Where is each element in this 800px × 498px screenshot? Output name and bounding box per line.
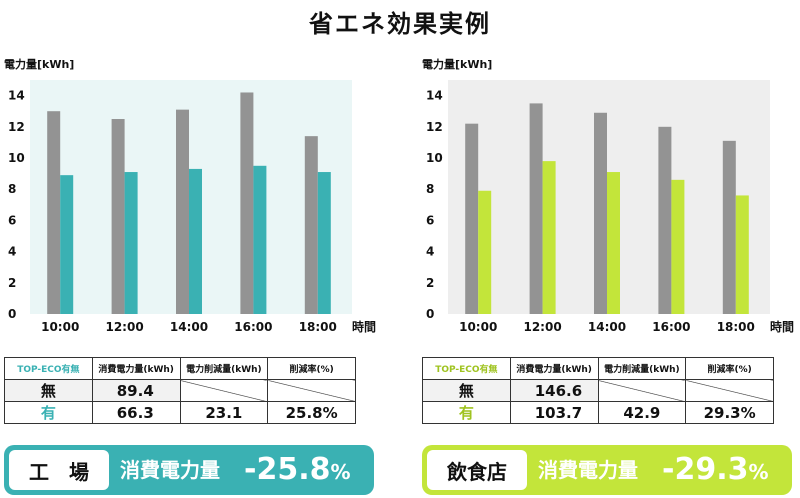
bar-without-eco (111, 119, 125, 314)
header-rate: 削減率(%) (685, 357, 774, 380)
banner-label: 消費電力量 (538, 458, 638, 482)
bar-with-eco (253, 165, 267, 314)
restaurant-comparison-table: TOP-ECO有無 消費電力量(kWh) 電力削減量(kWh) 削減率(%) 無… (422, 357, 774, 424)
restaurant-result-banner: 飲食店 消費電力量 -29.3% (422, 445, 792, 495)
rate-value: 29.3% (685, 401, 774, 424)
y-axis-label: 電力量[kWh] (422, 57, 492, 71)
bar-without-eco (176, 109, 189, 314)
bar-without-eco (594, 112, 607, 314)
bar-without-eco (304, 136, 318, 314)
empty-cell (179, 379, 269, 402)
consumption-with: 66.3 (91, 401, 181, 424)
row-label-without: 無 (4, 379, 93, 402)
banner-value-wrap: -29.3% (662, 445, 769, 495)
factory-energy-chart: 電力量[kWh] 0 2 4 6 8 10 12 14 10:00 12:00 14:00 16:00 1… (4, 57, 376, 334)
consumption-without: 146.6 (509, 379, 599, 402)
y-tick-label: 6 (8, 213, 16, 227)
bar-with-eco (607, 172, 620, 314)
banner-label: 消費電力量 (120, 458, 220, 482)
consumption-without: 89.4 (91, 379, 181, 402)
bar-with-eco (124, 172, 138, 314)
y-tick-label: 10 (426, 151, 443, 165)
bar-without-eco (465, 123, 479, 315)
reduction-value: 42.9 (597, 401, 687, 424)
x-tick-label: 12:00 (105, 320, 143, 334)
x-tick-label: 18:00 (299, 320, 337, 334)
x-axis-label: 時間 (352, 319, 376, 334)
y-tick-label: 14 (426, 89, 443, 103)
bar-with-eco (317, 172, 331, 314)
header-top-eco: TOP-ECO有無 (4, 357, 93, 380)
bar-without-eco (240, 92, 254, 314)
header-reduction: 電力削減量(kWh) (597, 357, 687, 380)
bar-with-eco (542, 161, 556, 314)
header-rate: 削減率(%) (267, 357, 356, 380)
y-tick-label: 0 (8, 307, 16, 321)
table-row-without: 無 146.6 (422, 379, 774, 402)
page-title: 省エネ効果実例 (309, 10, 491, 38)
banner-unit: % (748, 460, 769, 484)
factory-panel: 電力量[kWh] 0 2 4 6 8 10 12 14 10:00 12:00 14:00 16:00 1… (4, 0, 384, 498)
header-reduction: 電力削減量(kWh) (179, 357, 269, 380)
empty-cell (597, 379, 687, 402)
factory-comparison-table: TOP-ECO有無 消費電力量(kWh) 電力削減量(kWh) 削減率(%) 無… (4, 357, 356, 424)
y-axis-label: 電力量[kWh] (4, 57, 74, 71)
y-tick-label: 12 (426, 120, 443, 134)
bar-without-eco (47, 111, 61, 314)
x-tick-label: 14:00 (588, 320, 626, 334)
factory-result-banner: 工 場 消費電力量 -25.8% (4, 445, 374, 495)
row-label-with: 有 (4, 401, 93, 424)
consumption-with: 103.7 (509, 401, 599, 424)
rate-value: 25.8% (267, 401, 356, 424)
bar-without-eco (658, 126, 672, 314)
y-tick-label: 2 (426, 276, 434, 290)
bar-with-eco (189, 168, 202, 314)
x-tick-label: 10:00 (41, 320, 79, 334)
header-consumption: 消費電力量(kWh) (509, 357, 599, 380)
bar-without-eco (722, 140, 736, 314)
y-tick-label: 8 (8, 182, 16, 196)
bar-with-eco (478, 190, 492, 314)
banner-unit: % (330, 460, 351, 484)
bar-with-eco (671, 179, 685, 314)
y-tick-label: 4 (8, 245, 16, 259)
x-tick-label: 14:00 (170, 320, 208, 334)
restaurant-energy-chart: 電力量[kWh] 0 2 4 6 8 10 12 14 10:00 12:00 14:00 16:00 1… (422, 57, 794, 334)
header-consumption: 消費電力量(kWh) (91, 357, 181, 380)
banner-place: 工 場 (9, 450, 109, 490)
bar-with-eco (735, 195, 749, 314)
y-tick-label: 10 (8, 151, 25, 165)
y-tick-label: 2 (8, 276, 16, 290)
x-tick-label: 16:00 (652, 320, 690, 334)
banner-value: -29.3 (662, 452, 749, 487)
y-tick-label: 8 (426, 182, 434, 196)
reduction-value: 23.1 (179, 401, 269, 424)
row-label-without: 無 (422, 379, 511, 402)
restaurant-panel: 電力量[kWh] 0 2 4 6 8 10 12 14 10:00 12:00 14:00 16:00 1… (422, 0, 800, 498)
table-row-without: 無 89.4 (4, 379, 356, 402)
y-tick-label: 12 (8, 120, 25, 134)
x-tick-label: 12:00 (523, 320, 561, 334)
bar-with-eco (60, 175, 74, 314)
x-tick-label: 10:00 (459, 320, 497, 334)
bar-without-eco (529, 103, 543, 315)
y-tick-label: 6 (426, 213, 434, 227)
empty-cell (685, 379, 774, 402)
y-tick-label: 4 (426, 245, 434, 259)
header-top-eco: TOP-ECO有無 (422, 357, 511, 380)
row-label-with: 有 (422, 401, 511, 424)
y-tick-label: 0 (426, 307, 434, 321)
y-tick-label: 14 (8, 89, 25, 103)
banner-place: 飲食店 (427, 450, 527, 490)
x-axis-label: 時間 (770, 319, 794, 334)
x-tick-label: 16:00 (234, 320, 272, 334)
banner-value-wrap: -25.8% (244, 445, 351, 495)
empty-cell (267, 379, 356, 402)
banner-value: -25.8 (244, 452, 331, 487)
table-row-with: 有 66.3 23.1 25.8% (4, 401, 356, 424)
x-tick-label: 18:00 (717, 320, 755, 334)
table-row-with: 有 103.7 42.9 29.3% (422, 401, 774, 424)
